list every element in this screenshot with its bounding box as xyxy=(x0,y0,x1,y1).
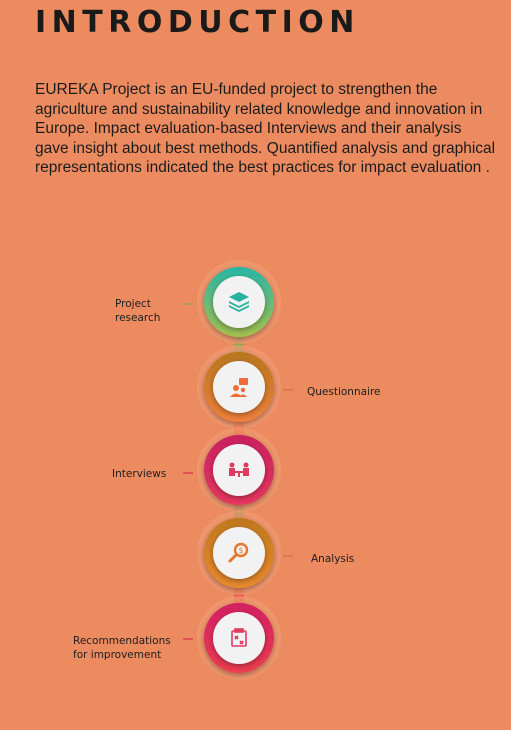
intro-paragraph: EUREKA Project is an EU-funded project t… xyxy=(35,81,496,177)
step-node-3 xyxy=(197,428,281,512)
layers-icon xyxy=(229,292,249,312)
step-label-3: Interviews xyxy=(112,468,167,480)
step-node-4: $ xyxy=(197,511,281,595)
step-node-2 xyxy=(197,345,281,429)
step-label-4: Analysis xyxy=(311,553,355,565)
step-label-1: Project research xyxy=(115,298,161,324)
survey-person-icon xyxy=(230,378,248,397)
step-node-5 xyxy=(197,596,281,680)
step-label-2: Questionnaire xyxy=(307,386,381,398)
clipboard-icon xyxy=(231,628,247,647)
step-node-1 xyxy=(197,260,281,344)
svg-text:$: $ xyxy=(238,546,243,555)
meeting-icon xyxy=(229,462,249,477)
page-title: INTRODUCTION xyxy=(35,5,360,40)
magnifier-icon: $ xyxy=(228,542,249,563)
step-label-5: Recommendations for improvement xyxy=(73,635,171,661)
